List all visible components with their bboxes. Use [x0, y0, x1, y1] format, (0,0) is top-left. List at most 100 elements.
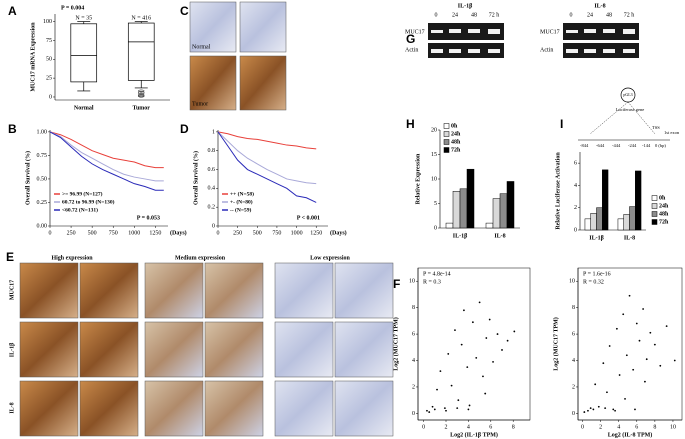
row-label: MUC17: [9, 280, 15, 300]
bar: [466, 168, 475, 229]
point: [628, 294, 631, 297]
point: [597, 405, 600, 408]
point: [638, 339, 641, 342]
x-tick-label: IL-8: [494, 233, 505, 239]
y-tick-label: 8: [572, 305, 575, 311]
row-label: IL-8: [9, 402, 15, 413]
point: [592, 408, 595, 411]
lane-label: 72 h: [489, 12, 500, 18]
band: [449, 29, 461, 33]
outlier: [138, 94, 145, 97]
band: [584, 29, 596, 33]
band: [431, 30, 443, 33]
y-tick-label: 0: [434, 225, 437, 231]
x-tick-label: 250: [67, 230, 76, 236]
histology-image: [239, 1, 287, 53]
point: [496, 333, 499, 335]
x-tick-label: Normal: [74, 105, 94, 111]
x-tick-label: 0: [49, 230, 52, 236]
histology-image: [144, 380, 204, 437]
bar: [617, 218, 624, 231]
histology-image: [274, 321, 334, 378]
x-tick-label: 1000: [128, 230, 140, 236]
histology-image: [19, 380, 79, 437]
x-tick-label: 500: [253, 230, 262, 236]
panel-label: I: [560, 117, 563, 131]
position-label: -844: [580, 143, 589, 148]
x-axis-label: Log2 (IL-8 TPM): [608, 431, 653, 438]
histology-image: [79, 380, 139, 437]
point: [653, 343, 656, 346]
point: [443, 407, 446, 410]
point: [602, 362, 605, 365]
outlier: [138, 89, 145, 93]
survival-curve: [49, 131, 164, 169]
x-tick-label: 1250: [149, 230, 161, 236]
y-tick-label: 10: [431, 176, 437, 182]
point: [484, 392, 487, 395]
point: [439, 370, 442, 372]
annotation: P = 0.004: [61, 5, 84, 11]
legend-swatch: [651, 195, 658, 201]
lane-label: 48: [606, 12, 612, 18]
promoter-diagram: pGL3 Luciferase gene TSS 1st exon -844 -…: [578, 87, 680, 148]
legend-label: 48h: [659, 211, 669, 217]
point: [665, 325, 668, 328]
histology-image: [274, 262, 334, 319]
legend-label: 24h: [659, 203, 669, 209]
panel-e: High expression Medium expression Low ex…: [9, 255, 394, 437]
y-axis-label: Overall Survival (%): [192, 151, 199, 205]
point: [624, 397, 626, 400]
y-tick-label: 8: [412, 305, 415, 311]
point: [632, 368, 635, 371]
bar: [506, 181, 515, 229]
band: [584, 49, 596, 53]
x-tick-label: 2: [599, 424, 602, 430]
y-tick-label: 6: [574, 161, 577, 167]
y-tick-label: 0.2: [208, 205, 216, 211]
panel-label: C: [180, 4, 189, 18]
x-tick-label: IL-8: [624, 235, 635, 241]
legend-swatch: [443, 147, 450, 153]
point: [488, 318, 491, 321]
band: [623, 49, 635, 53]
y-axis-label: Log2 (MUC17 TPM): [392, 317, 399, 371]
column-header: High expression: [51, 255, 93, 261]
point: [606, 391, 608, 394]
gene-label: Luciferase gene: [616, 107, 645, 112]
box: [127, 22, 155, 81]
x-tick-label: 2: [445, 424, 448, 430]
column-header: Medium expression: [175, 255, 226, 261]
point: [501, 349, 503, 351]
x-tick-label: 4: [467, 424, 470, 430]
point: [612, 408, 615, 411]
row-label: Actin: [405, 47, 418, 53]
point: [614, 409, 616, 412]
histology-image: [334, 262, 394, 319]
panel-label: G: [406, 32, 415, 46]
plasmid-label: pGL3: [623, 92, 632, 97]
bar: [459, 188, 468, 229]
plot-frame: [417, 267, 531, 421]
x-axis-label: (Days): [170, 229, 187, 236]
legend-swatch: [443, 139, 450, 145]
y-tick-label: 2: [572, 384, 575, 390]
point: [645, 358, 648, 361]
x-tick-label: 750: [272, 230, 281, 236]
histology-image: [204, 380, 264, 437]
bar: [602, 169, 609, 231]
blot-title: IL-1β: [458, 3, 473, 9]
bar: [584, 218, 591, 231]
y-tick-label: 5: [434, 201, 437, 207]
point: [642, 308, 645, 310]
legend-label: <60.72 (N=131): [62, 206, 98, 213]
outlier: [138, 92, 145, 96]
y-axis-label: Relative Luciferase Activation: [555, 152, 561, 230]
annotation: R = 0.32: [583, 279, 604, 285]
lane-label: 24: [452, 12, 458, 18]
row-label: MUC17: [405, 29, 425, 35]
histology-image: [334, 380, 394, 437]
legend-swatch: [443, 131, 450, 137]
point: [433, 408, 436, 411]
